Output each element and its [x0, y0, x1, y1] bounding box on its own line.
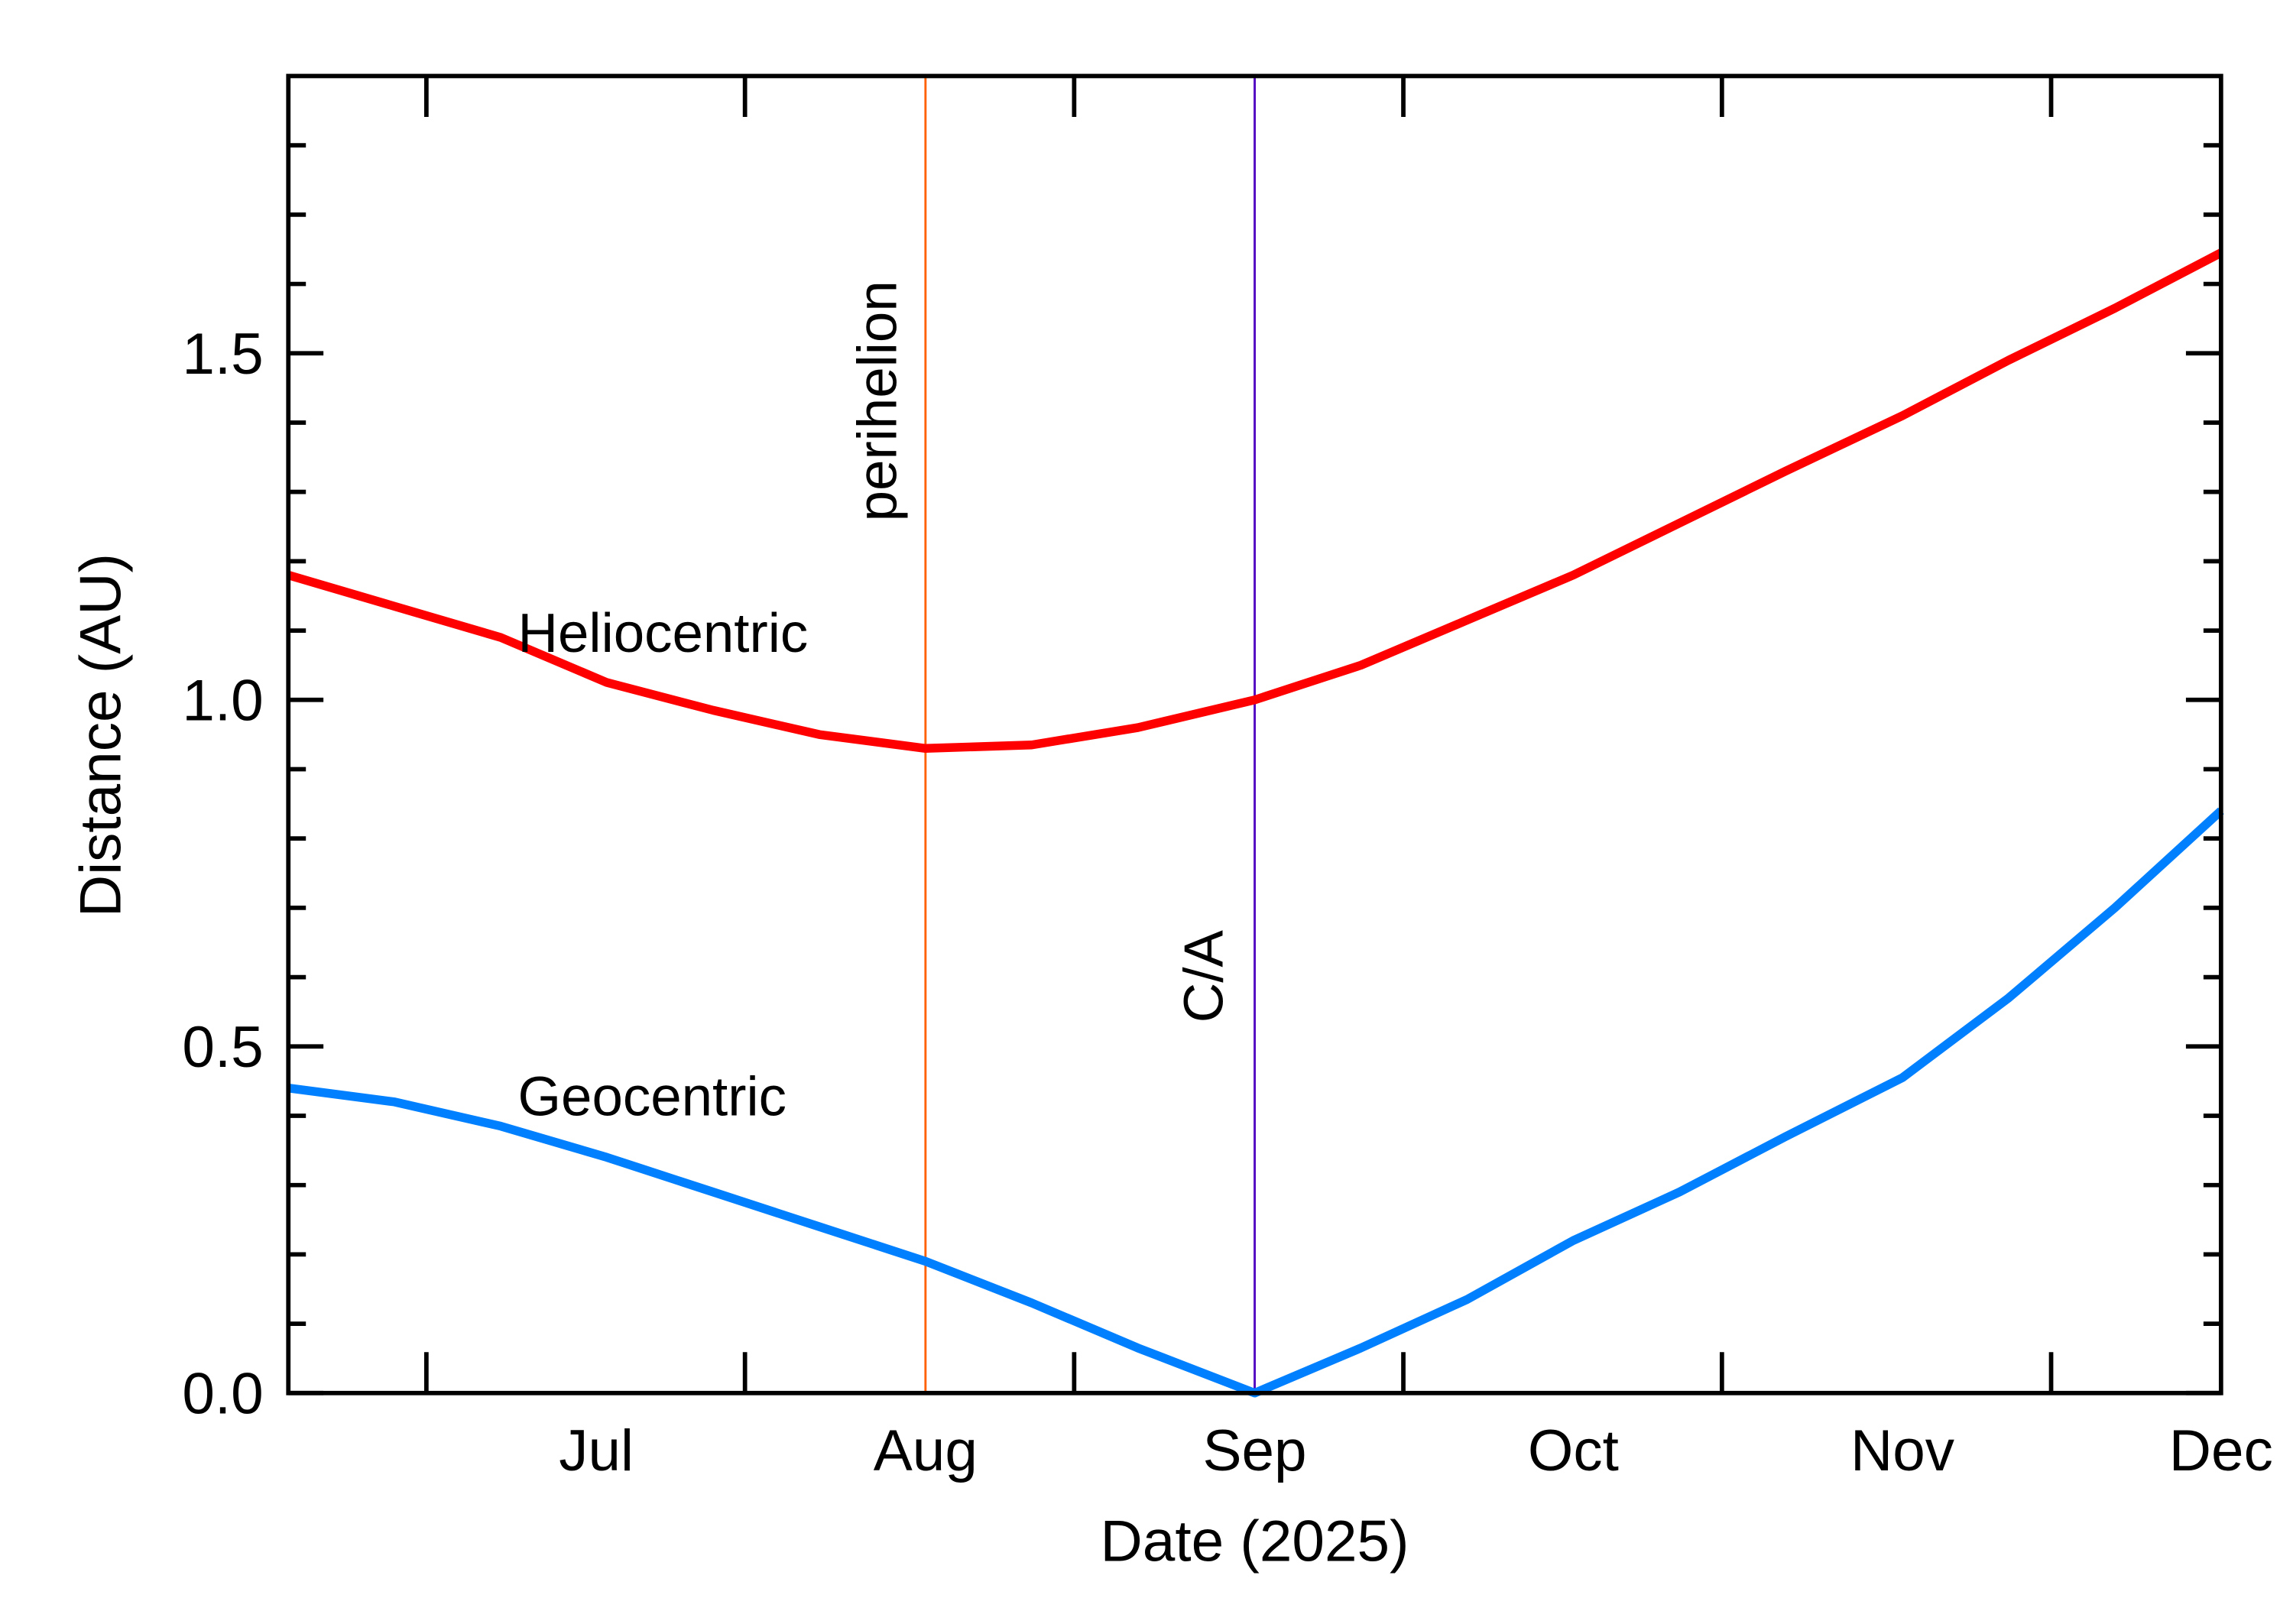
y-tick-label: 1.5: [182, 322, 263, 387]
y-tick-label: 0.5: [182, 1015, 263, 1080]
x-tick-label: Oct: [1528, 1418, 1619, 1483]
series-label: Heliocentric: [518, 602, 809, 664]
x-tick-label: Dec: [2169, 1418, 2273, 1483]
x-tick-label: Aug: [874, 1418, 978, 1483]
x-tick-label: Sep: [1202, 1418, 1306, 1483]
series-label: Geocentric: [518, 1065, 786, 1127]
x-tick-label: Nov: [1850, 1418, 1954, 1483]
y-tick-label: 1.0: [182, 669, 263, 734]
line-series: [287, 248, 2223, 754]
plot-frame: [286, 73, 2223, 1395]
x-tick-label: Jul: [559, 1418, 634, 1483]
event-label: perihelion: [847, 280, 909, 521]
y-tick-label: 0.0: [182, 1362, 263, 1427]
event-label: C/A: [1172, 930, 1234, 1023]
y-axis-label: Distance (AU): [68, 553, 133, 917]
x-axis-label: Date (2025): [1101, 1509, 1409, 1574]
